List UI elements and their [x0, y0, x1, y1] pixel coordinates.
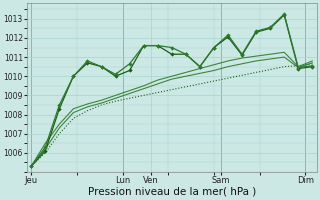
- X-axis label: Pression niveau de la mer( hPa ): Pression niveau de la mer( hPa ): [88, 187, 256, 197]
